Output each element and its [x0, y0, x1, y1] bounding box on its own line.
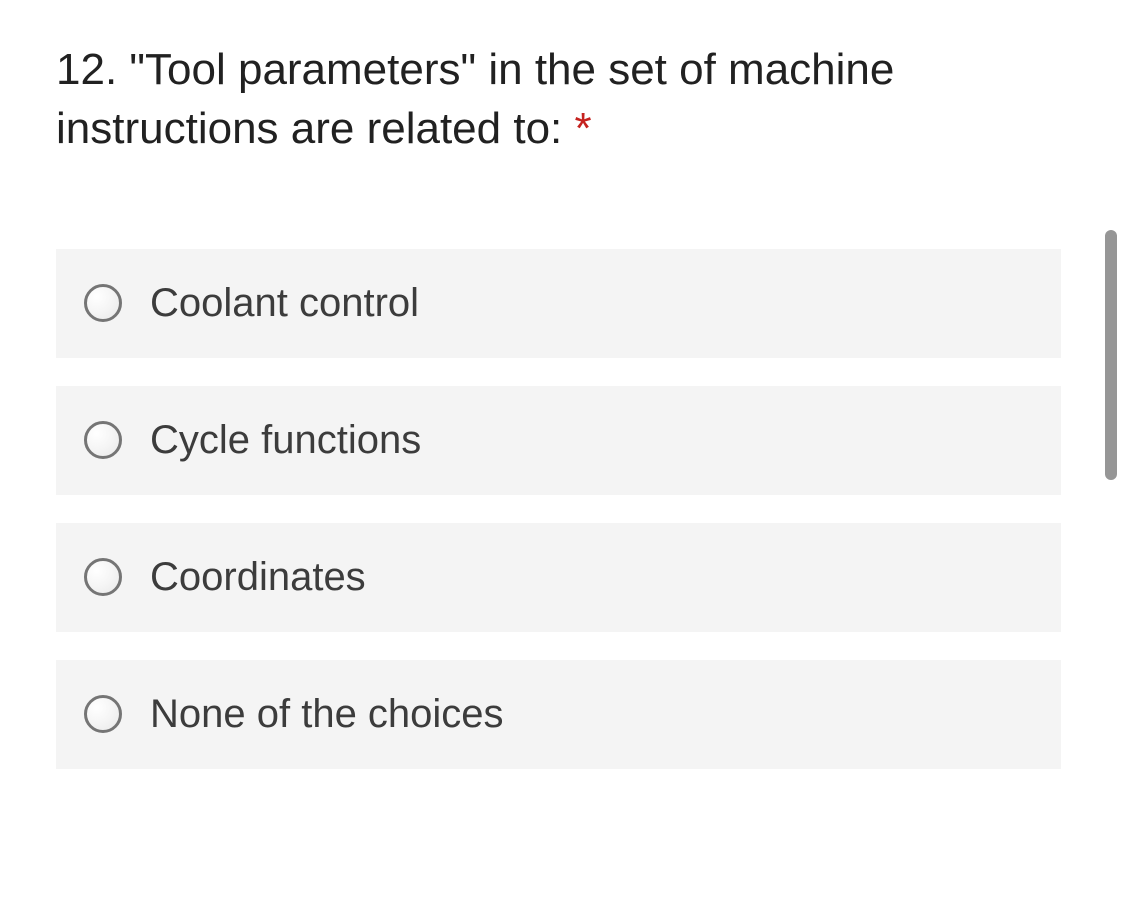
option-label: Coolant control — [150, 281, 419, 326]
scrollbar-thumb[interactable] — [1105, 230, 1117, 480]
option-coordinates[interactable]: Coordinates — [56, 523, 1061, 632]
option-coolant-control[interactable]: Coolant control — [56, 249, 1061, 358]
option-cycle-functions[interactable]: Cycle functions — [56, 386, 1061, 495]
options-list: Coolant control Cycle functions Coordina… — [56, 249, 1101, 769]
radio-icon — [84, 284, 122, 322]
option-none-of-the-choices[interactable]: None of the choices — [56, 660, 1061, 769]
question-text: 12. "Tool parameters" in the set of mach… — [56, 40, 1101, 159]
option-label: Cycle functions — [150, 418, 421, 463]
radio-icon — [84, 695, 122, 733]
option-label: None of the choices — [150, 692, 504, 737]
radio-icon — [84, 558, 122, 596]
question-body: "Tool parameters" in the set of machine … — [56, 45, 894, 153]
question-number: 12. — [56, 45, 117, 94]
required-marker: * — [575, 104, 592, 153]
option-label: Coordinates — [150, 555, 366, 600]
radio-icon — [84, 421, 122, 459]
